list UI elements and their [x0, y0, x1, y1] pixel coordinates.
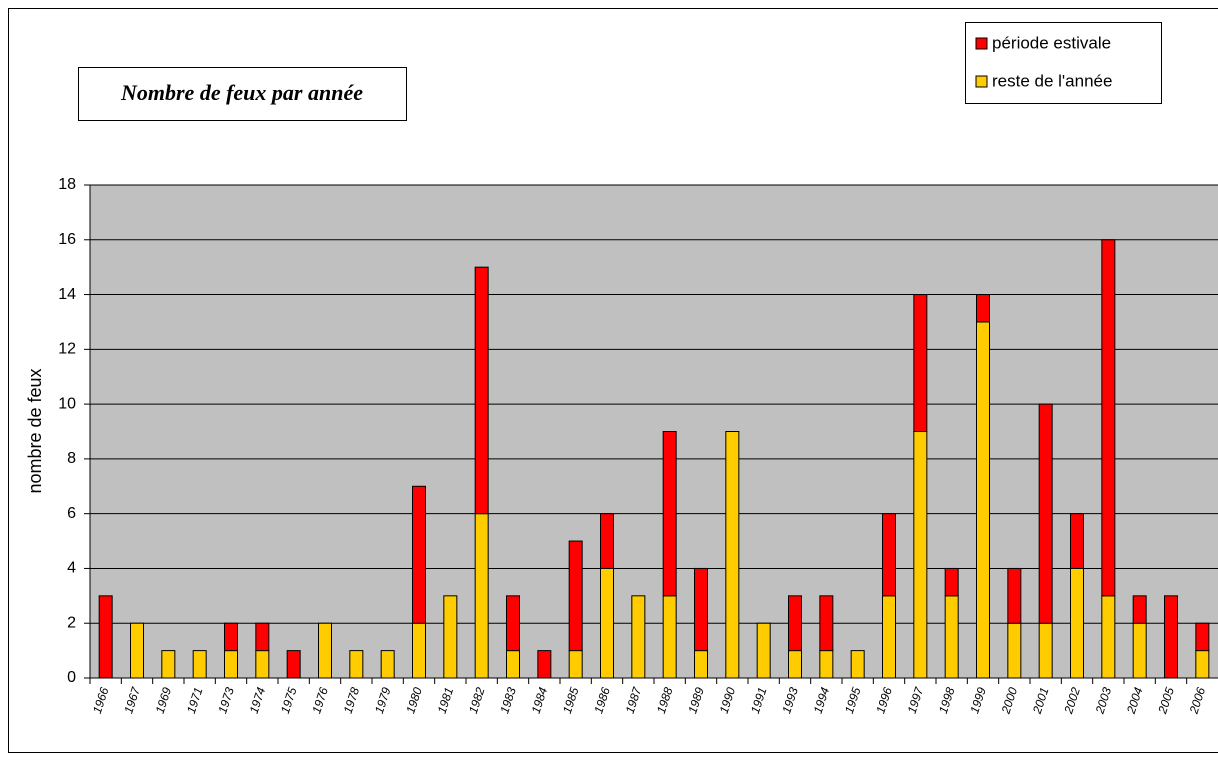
- bar-segment: [443, 595, 458, 679]
- bar-segment: [882, 595, 896, 679]
- legend-swatch: [975, 75, 988, 88]
- bar-segment: [255, 622, 270, 652]
- bar-segment: [537, 650, 552, 679]
- bar-segment: [98, 595, 113, 679]
- bar-segment: [412, 485, 426, 624]
- bar-segment: [976, 321, 990, 679]
- bar-segment: [1038, 622, 1053, 679]
- bar-segment: [474, 513, 489, 679]
- bar-segment: [286, 650, 301, 679]
- y-tick-label: 8: [67, 450, 76, 467]
- bar-segment: [913, 294, 928, 432]
- bar-segment: [224, 650, 238, 679]
- y-tick-label: 14: [58, 286, 76, 303]
- y-tick-label: 18: [58, 176, 76, 193]
- bar-segment: [1007, 567, 1022, 624]
- y-tick-label: 10: [58, 395, 76, 412]
- bar-segment: [600, 513, 614, 569]
- bar-segment: [474, 266, 489, 515]
- bar-segment: [1070, 513, 1084, 569]
- legend-box: [965, 22, 1162, 104]
- bar-segment: [756, 622, 771, 679]
- bar-segment: [192, 650, 207, 679]
- bar-segment: [694, 567, 708, 652]
- legend-label: reste de l'année: [992, 71, 1112, 90]
- bar-segment: [1132, 622, 1147, 679]
- bar-segment: [412, 622, 426, 679]
- bar-segment: [819, 595, 834, 652]
- bar-segment: [1101, 595, 1116, 679]
- bar-segment: [130, 622, 144, 679]
- bar-segment: [568, 540, 583, 652]
- bar-segment: [1132, 595, 1147, 624]
- bar-segment: [600, 567, 614, 679]
- bar-segment: [1195, 622, 1210, 652]
- bar-segment: [318, 622, 332, 679]
- bar-segment: [1007, 622, 1022, 679]
- bar-segment: [850, 650, 865, 679]
- bar-segment: [380, 650, 395, 679]
- y-axis-label: nombre de feux: [25, 368, 45, 493]
- bar-segment: [506, 595, 520, 652]
- bar-segment: [631, 595, 646, 679]
- bar-segment: [1038, 403, 1053, 624]
- plot-area: [90, 185, 1218, 678]
- bar-segment: [976, 294, 990, 323]
- bar-segment: [506, 650, 520, 679]
- bar-segment: [1070, 567, 1084, 679]
- bar-segment: [161, 650, 176, 679]
- bar-segment: [788, 595, 802, 652]
- y-tick-label: 6: [67, 505, 76, 522]
- bar-segment: [944, 567, 959, 597]
- bar-segment: [882, 513, 896, 597]
- title-box: [78, 67, 407, 121]
- bar-segment: [913, 431, 928, 679]
- bar-segment: [662, 431, 677, 597]
- y-tick-label: 16: [58, 231, 76, 248]
- bar-segment: [349, 650, 364, 679]
- legend-swatch: [975, 37, 988, 50]
- bar-segment: [255, 650, 270, 679]
- y-tick-label: 12: [58, 341, 76, 358]
- bar-segment: [788, 650, 802, 679]
- y-tick-label: 2: [67, 614, 76, 631]
- y-tick-label: 4: [67, 560, 76, 577]
- bar-segment: [224, 622, 238, 652]
- bar-segment: [944, 595, 959, 679]
- bar-segment: [725, 431, 740, 679]
- bar-segment: [662, 595, 677, 679]
- y-tick-label: 0: [67, 669, 76, 686]
- bar-segment: [1164, 595, 1178, 679]
- bar-segment: [568, 650, 583, 679]
- chart-title: Nombre de feux par année: [120, 80, 363, 105]
- bar-segment: [819, 650, 834, 679]
- legend-label: période estivale: [992, 33, 1111, 52]
- bar-segment: [1195, 650, 1210, 679]
- bar-segment: [1101, 239, 1116, 597]
- bar-segment: [694, 650, 708, 679]
